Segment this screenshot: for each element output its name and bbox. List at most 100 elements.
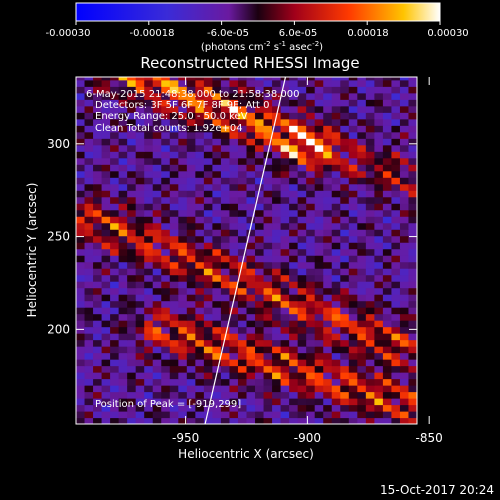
heatmap-cell [323,164,333,172]
heatmap-cell [101,216,111,224]
heatmap-cell [195,248,205,256]
heatmap-cell [178,118,188,126]
heatmap-cell [76,320,86,328]
heatmap-cell [255,79,265,87]
heatmap-cell [195,417,205,424]
heatmap-cell [306,281,316,289]
heatmap-cell [289,268,299,276]
heatmap-cell [408,177,417,185]
heatmap-cell [399,391,410,399]
heatmap-cell [76,385,86,393]
heatmap-cell [229,346,239,354]
heatmap-cell [331,268,341,276]
heatmap-cell [101,144,111,152]
heatmap-cell [101,378,111,386]
heatmap-cell [237,79,248,87]
heatmap-cell [365,307,375,315]
heatmap-cell [331,255,341,263]
heatmap-cell [186,177,196,185]
heatmap-cell [314,385,324,393]
heatmap-cell [297,411,307,419]
heatmap-cell [297,287,307,295]
heatmap-cell [306,268,316,276]
heatmap-cell [365,79,375,87]
heatmap-cell [195,99,205,107]
heatmap-cell [212,300,222,308]
heatmap-cell [280,326,290,334]
heatmap-cell [297,333,307,341]
heatmap-cell [348,235,358,243]
heatmap-cell [382,229,393,237]
heatmap-cell [127,164,137,172]
heatmap-cell [340,320,350,328]
heatmap-cell [84,86,94,94]
heatmap-cell [76,365,86,373]
heatmap-cell [382,294,393,302]
heatmap-cell [195,144,205,152]
heatmap-cell [84,125,94,133]
heatmap-cell [212,359,222,367]
heatmap-cell [280,118,290,126]
heatmap-cell [84,411,94,419]
heatmap-cell [272,151,282,159]
heatmap-cell [289,320,299,328]
heatmap-cell [110,131,120,139]
heatmap-cell [289,411,299,419]
heatmap-cell [186,77,196,81]
heatmap-cell [169,320,179,328]
heatmap-cell [169,274,179,282]
heatmap-cell [118,320,128,328]
heatmap-cell [348,209,358,217]
heatmap-cell [144,151,154,159]
heatmap-cell [314,248,324,256]
heatmap-cell [272,248,282,256]
heatmap-cell [212,229,222,237]
heatmap-cell [348,391,358,399]
heatmap-cell [127,131,137,139]
heatmap-cell [144,118,154,126]
heatmap-cell [255,209,265,217]
heatmap-cell [357,183,367,191]
heatmap-cell [408,183,417,191]
heatmap-cell [323,411,333,419]
heatmap-cell [314,79,324,87]
heatmap-cell [382,183,393,191]
heatmap-cell [212,307,222,315]
heatmap-cell [144,294,154,302]
heatmap-cell [220,86,231,94]
heatmap-cell [340,352,350,360]
heatmap-cell [135,281,145,289]
heatmap-cell [399,92,410,100]
heatmap-cell [340,385,350,393]
heatmap-cell [314,398,324,406]
heatmap-cell [357,79,367,87]
heatmap-cell [297,151,307,159]
heatmap-cell [263,346,273,354]
heatmap-cell [280,222,290,230]
heatmap-cell [229,352,239,360]
heatmap-cell [289,92,299,100]
heatmap-cell [255,313,265,321]
heatmap-cell [255,417,265,424]
heatmap-cell [110,300,120,308]
heatmap-cell [391,209,401,217]
heatmap-cell [161,164,171,172]
heatmap-cell [306,378,316,386]
heatmap-cell [118,203,128,211]
heatmap-cell [237,157,248,165]
heatmap-cell [331,92,341,100]
heatmap-cell [246,190,256,198]
heatmap-cell [272,346,282,354]
heatmap-cell [101,99,111,107]
heatmap-cell [169,118,179,126]
heatmap-cell [110,411,120,419]
heatmap-cell [169,144,179,152]
heatmap-cell [229,203,239,211]
heatmap-cell [203,261,214,269]
heatmap-cell [152,404,162,412]
heatmap-cell [246,92,256,100]
heatmap-cell [152,190,162,198]
heatmap-cell [93,372,103,380]
heatmap-cell [297,157,307,165]
heatmap-cell [93,404,103,412]
